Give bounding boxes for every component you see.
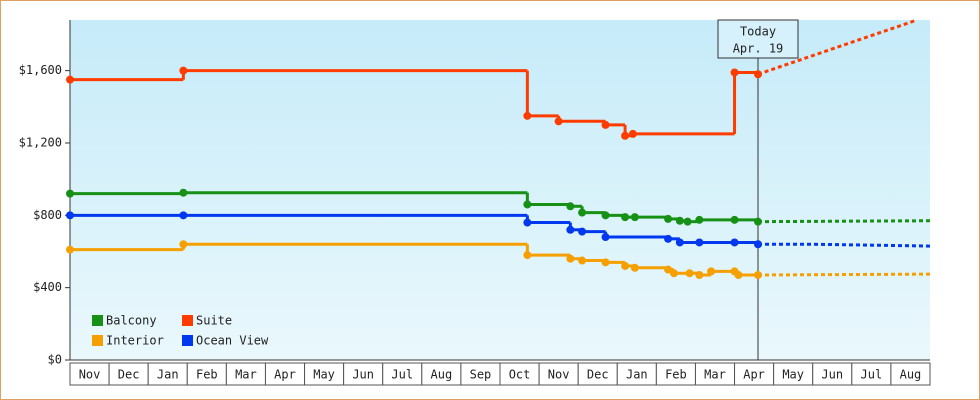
price-marker xyxy=(523,200,532,209)
x-tick-label: May xyxy=(782,368,804,382)
x-tick-label: Jul xyxy=(391,368,413,382)
legend-swatch xyxy=(182,335,193,346)
x-tick-label: Nov xyxy=(79,368,101,382)
price-marker xyxy=(695,238,704,247)
price-marker xyxy=(628,129,637,138)
price-marker xyxy=(566,254,575,263)
price-marker xyxy=(601,211,610,220)
price-marker xyxy=(179,188,188,197)
price-marker xyxy=(683,217,692,226)
price-marker xyxy=(621,261,630,270)
month-box xyxy=(890,362,931,386)
price-marker xyxy=(630,213,639,222)
x-tick-label: Apr xyxy=(274,368,296,382)
price-marker xyxy=(523,251,532,260)
x-tick-label: Apr xyxy=(743,368,765,382)
legend-label: Balcony xyxy=(106,314,157,328)
price-marker xyxy=(630,263,639,272)
price-marker xyxy=(66,189,74,198)
price-marker xyxy=(754,271,762,279)
price-marker xyxy=(523,111,532,120)
legend-label: Interior xyxy=(106,334,164,348)
price-marker xyxy=(621,213,630,222)
legend-swatch xyxy=(182,315,193,326)
price-marker xyxy=(578,256,587,265)
price-marker xyxy=(695,271,704,279)
x-tick-label: Jan xyxy=(157,368,179,382)
price-marker xyxy=(730,238,739,247)
x-tick-label: Feb xyxy=(196,368,218,382)
legend-swatch xyxy=(92,315,103,326)
price-marker xyxy=(669,269,678,278)
price-marker xyxy=(179,66,188,75)
price-marker xyxy=(754,217,762,226)
price-marker xyxy=(730,215,739,224)
price-marker xyxy=(664,265,673,274)
price-marker xyxy=(675,238,684,247)
x-tick-label: Mar xyxy=(704,368,726,382)
price-marker xyxy=(664,234,673,243)
price-marker xyxy=(179,211,188,220)
legend-label: Ocean View xyxy=(196,334,269,348)
price-marker xyxy=(685,269,694,278)
x-tick-label: Mar xyxy=(235,368,257,382)
price-marker xyxy=(554,117,563,126)
price-marker xyxy=(523,218,532,227)
price-marker xyxy=(578,208,587,217)
price-marker xyxy=(695,215,704,224)
x-tick-label: Dec xyxy=(587,368,609,382)
x-tick-label: Dec xyxy=(118,368,140,382)
price-marker xyxy=(707,267,716,276)
plot-area xyxy=(70,20,930,360)
price-marker xyxy=(179,240,188,249)
price-marker xyxy=(601,120,610,129)
y-tick-label: $400 xyxy=(33,280,62,294)
today-label: Apr. 19 xyxy=(733,42,784,56)
price-marker xyxy=(664,214,673,223)
price-marker xyxy=(675,216,684,225)
price-marker xyxy=(734,271,743,279)
x-tick-label: Oct xyxy=(509,368,531,382)
price-marker xyxy=(754,70,762,79)
x-tick-label: Nov xyxy=(548,368,570,382)
x-tick-label: Aug xyxy=(431,368,453,382)
x-tick-label: May xyxy=(313,368,335,382)
price-marker xyxy=(66,245,74,254)
x-tick-label: Sep xyxy=(470,368,492,382)
today-box xyxy=(717,19,799,59)
y-tick-label: $1,600 xyxy=(19,63,62,77)
price-marker xyxy=(566,202,575,211)
price-marker xyxy=(601,258,610,267)
x-tick-label: Jun xyxy=(821,368,843,382)
price-marker xyxy=(66,211,74,220)
forecast-line xyxy=(757,272,931,277)
y-tick-label: $0 xyxy=(48,353,62,367)
price-marker xyxy=(66,75,74,84)
y-tick-label: $1,200 xyxy=(19,135,62,149)
price-marker xyxy=(621,131,630,140)
x-tick-label: Jul xyxy=(861,368,883,382)
today-label: Today xyxy=(740,25,776,39)
legend-label: Suite xyxy=(196,314,232,328)
legend-swatch xyxy=(92,335,103,346)
price-marker xyxy=(578,227,587,236)
forecast-line xyxy=(757,219,931,224)
price-marker xyxy=(601,233,610,242)
y-tick-label: $800 xyxy=(33,208,62,222)
price-marker xyxy=(566,225,575,234)
x-tick-label: Jun xyxy=(352,368,374,382)
price-marker xyxy=(754,240,762,249)
x-tick-label: Jan xyxy=(626,368,648,382)
x-tick-label: Feb xyxy=(665,368,687,382)
x-tick-label: Aug xyxy=(900,368,922,382)
price-marker xyxy=(730,68,739,77)
